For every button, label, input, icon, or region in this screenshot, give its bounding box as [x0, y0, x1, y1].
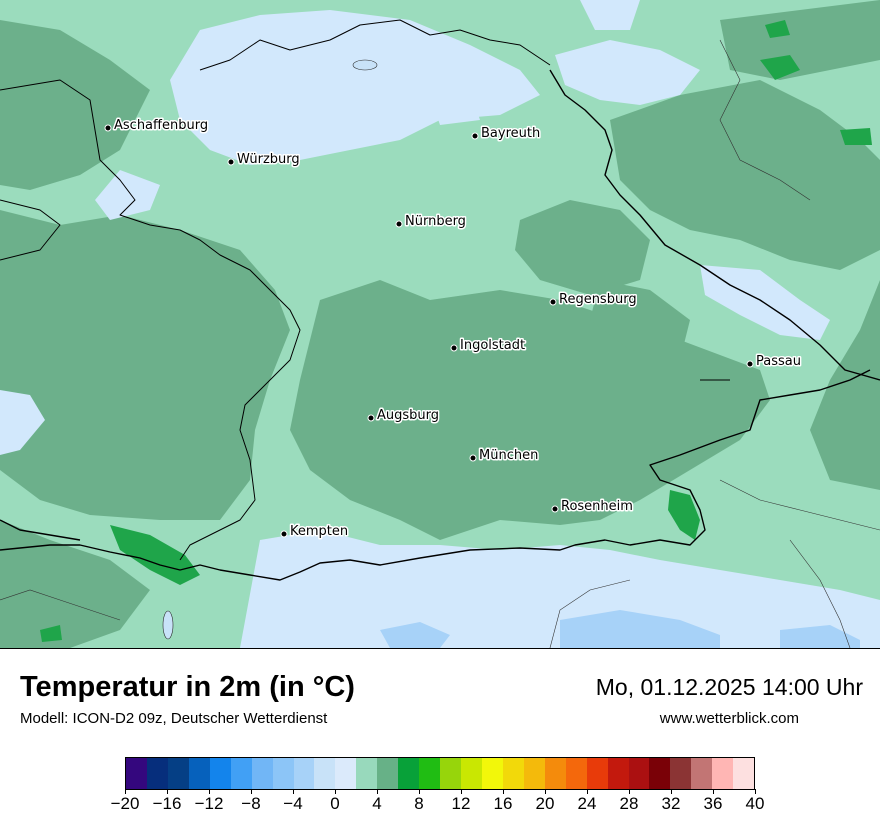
legend-tick-mark	[671, 789, 672, 794]
temperature-map: Aschaffenburg Würzburg Bayreuth Nürnberg Reg…	[0, 0, 880, 649]
legend-tick-label: −12	[194, 794, 224, 813]
legend-tick-mark	[755, 789, 756, 794]
city-dot	[367, 414, 375, 422]
model-info: Modell: ICON-D2 09z, Deutscher Wetterdie…	[20, 710, 328, 727]
city-dot	[280, 530, 288, 538]
city-dot	[395, 220, 403, 228]
legend-tick-mark	[461, 789, 462, 794]
legend-swatch	[126, 758, 147, 789]
legend-tick-label: −16	[152, 794, 182, 813]
legend-swatch	[419, 758, 441, 789]
legend-tick-mark	[209, 789, 210, 794]
legend-tick-label: −4	[283, 794, 303, 813]
city-label: Nürnberg	[405, 214, 466, 229]
legend-swatch	[314, 758, 336, 789]
legend-tick-label: 12	[451, 794, 471, 813]
city-label: Kempten	[290, 524, 348, 539]
city-label: Passau	[756, 354, 801, 369]
legend-swatch	[230, 758, 252, 789]
legend-tick-mark	[587, 789, 588, 794]
legend-swatch	[440, 758, 461, 789]
legend-swatch	[209, 758, 231, 789]
borders	[0, 69, 880, 581]
color-legend	[125, 757, 755, 790]
legend-swatch	[335, 758, 357, 789]
city-label: Aschaffenburg	[114, 118, 208, 133]
legend-swatch	[377, 758, 399, 789]
city-dot	[469, 454, 477, 462]
forecast-datetime: Mo, 01.12.2025 14:00 Uhr	[595, 674, 863, 700]
legend-tick-mark	[125, 789, 126, 794]
city-markers: Aschaffenburg Würzburg Bayreuth Nürnberg Reg…	[104, 117, 802, 541]
legend-tick-label: 36	[703, 794, 723, 813]
legend-tick-mark	[335, 789, 336, 794]
legend-swatch	[628, 758, 650, 789]
city-dot	[450, 344, 458, 352]
legend-swatch	[523, 758, 545, 789]
city-label: Augsburg	[377, 408, 439, 423]
legend-swatch	[691, 758, 713, 789]
legend-swatch	[481, 758, 503, 789]
legend-swatch	[293, 758, 315, 789]
legend-swatch	[461, 758, 482, 789]
rivers-and-minor-borders	[0, 39, 880, 648]
city-label: Würzburg	[237, 152, 300, 167]
legend-tick-mark	[293, 789, 294, 794]
city-label: Ingolstadt	[460, 338, 525, 353]
legend-tick-mark	[713, 789, 714, 794]
legend-swatch	[356, 758, 378, 789]
legend-tick-label: 40	[745, 794, 765, 813]
legend-tick-mark	[377, 789, 378, 794]
legend-swatch	[398, 758, 420, 789]
city-dot	[227, 158, 235, 166]
legend-swatch	[733, 758, 755, 789]
city-dot	[549, 298, 557, 306]
city-label: Regensburg	[559, 292, 637, 307]
legend-swatch	[146, 758, 168, 789]
legend-swatch	[670, 758, 692, 789]
legend-swatch	[565, 758, 587, 789]
legend-ticks: −20 −16 −12 −8 −4 0 4 8 12 16 20 24 28 32 36 40	[111, 789, 764, 820]
legend-tick-mark	[629, 789, 630, 794]
temperature-zone-cold-alps	[380, 610, 860, 648]
legend-tick-label: 28	[619, 794, 639, 813]
map-footer: Temperatur in 2m (in °C) Modell: ICON-D2…	[0, 649, 880, 830]
map-title: Temperatur in 2m (in °C)	[20, 671, 355, 703]
legend-swatch	[544, 758, 566, 789]
legend-swatch	[586, 758, 608, 789]
legend-tick-label: 24	[577, 794, 597, 813]
legend-tick-label: 8	[414, 794, 424, 813]
city-label: Rosenheim	[561, 499, 633, 514]
legend-swatch	[649, 758, 671, 789]
legend-swatch	[251, 758, 273, 789]
legend-tick-label: −8	[241, 794, 261, 813]
state-borders	[0, 19, 730, 561]
legend-tick-mark	[167, 789, 168, 794]
city-dot	[471, 132, 479, 140]
lakes	[162, 59, 378, 640]
legend-swatch	[167, 758, 189, 789]
legend-tick-mark	[419, 789, 420, 794]
legend-tick-label: −20	[110, 794, 140, 813]
legend-tick-label: 32	[661, 794, 681, 813]
legend-swatch	[272, 758, 294, 789]
legend-swatch	[607, 758, 629, 789]
legend-swatch	[502, 758, 524, 789]
temperature-zone-0-2	[0, 0, 880, 648]
legend-tick-mark	[251, 789, 252, 794]
legend-tick-label: 4	[372, 794, 382, 813]
legend-swatch	[188, 758, 210, 789]
city-dot	[104, 124, 112, 132]
city-dot	[551, 505, 559, 513]
city-label: München	[479, 448, 538, 463]
legend-tick-label: 20	[535, 794, 555, 813]
city-label: Bayreuth	[481, 126, 540, 141]
legend-tick-mark	[503, 789, 504, 794]
city-dot	[746, 360, 754, 368]
legend-tick-label: 16	[493, 794, 513, 813]
website-link: www.wetterblick.com	[659, 710, 799, 727]
legend-tick-label: 0	[330, 794, 340, 813]
legend-tick-mark	[545, 789, 546, 794]
legend-swatch	[712, 758, 734, 789]
